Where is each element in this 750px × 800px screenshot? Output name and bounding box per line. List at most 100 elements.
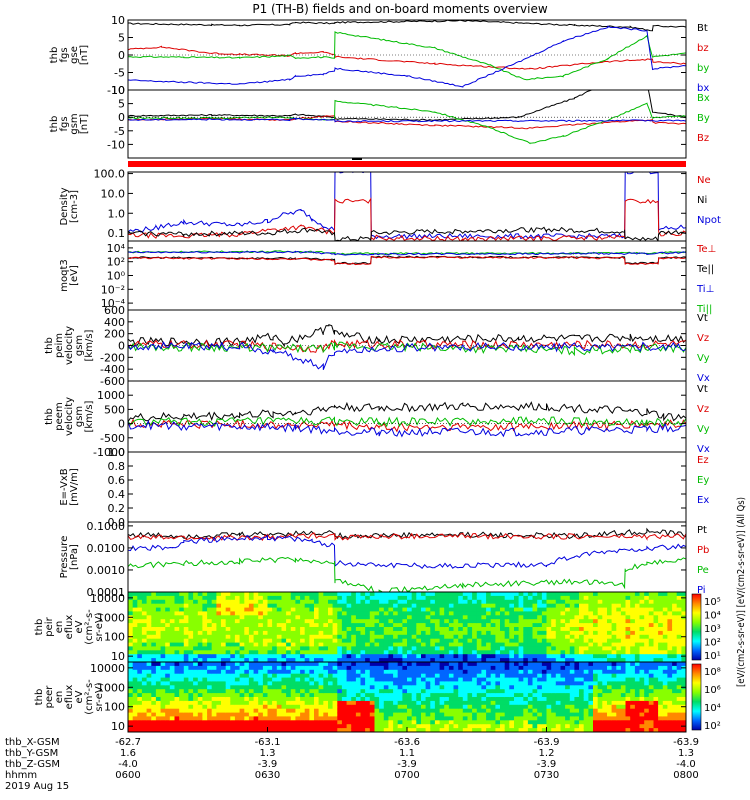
spectrogram-cell bbox=[300, 665, 306, 671]
spectrogram-cell bbox=[569, 638, 576, 644]
spectrogram-cell bbox=[537, 669, 543, 675]
spectrogram-cell bbox=[309, 646, 315, 651]
spectrogram-cell bbox=[421, 700, 427, 706]
spectrogram-cell bbox=[448, 716, 455, 721]
spectrogram-cell bbox=[374, 627, 380, 632]
spectrogram-cell bbox=[128, 673, 134, 679]
spectrogram-cell bbox=[607, 665, 613, 671]
spectrogram-cell bbox=[179, 595, 185, 601]
spectrogram-cell bbox=[509, 673, 515, 679]
spectrogram-cell bbox=[230, 634, 236, 640]
spectrogram-cell bbox=[625, 704, 631, 710]
spectrogram-cell bbox=[416, 603, 422, 609]
spectrogram-cell bbox=[565, 685, 571, 690]
spectrogram-cell bbox=[341, 704, 348, 710]
x-row-value: -4.0 bbox=[676, 759, 696, 770]
spectrogram-cell bbox=[160, 611, 166, 616]
spectrogram-cell bbox=[318, 665, 324, 671]
spectrogram-cell bbox=[193, 638, 199, 644]
spectrogram-cell bbox=[639, 677, 645, 683]
spectrogram-cell bbox=[169, 599, 176, 605]
spectrogram-cell bbox=[393, 704, 399, 710]
spectrogram-cell bbox=[221, 646, 227, 651]
spectrogram-cell bbox=[620, 704, 627, 710]
colorbar-tick-label: 10³ bbox=[704, 624, 721, 635]
spectrogram-cell bbox=[286, 708, 292, 714]
spectrogram-cell bbox=[346, 697, 352, 702]
spectrogram-cell bbox=[151, 634, 157, 640]
spectrogram-cell bbox=[569, 708, 576, 714]
spectrogram-cell bbox=[290, 704, 297, 710]
spectrogram-cell bbox=[500, 630, 506, 636]
spectrogram-cell bbox=[476, 685, 483, 690]
spectrogram-cell bbox=[458, 611, 464, 616]
spectrogram-cell bbox=[597, 634, 603, 640]
spectrogram-cell bbox=[341, 716, 348, 721]
spectrogram-cell bbox=[434, 611, 441, 616]
spectrogram-cell bbox=[630, 630, 636, 636]
spectrogram-cell bbox=[472, 611, 478, 616]
spectrogram-cell bbox=[276, 693, 283, 698]
spectrogram-cell bbox=[393, 720, 399, 725]
spectrogram-cell bbox=[634, 700, 641, 706]
spectrogram-cell bbox=[467, 673, 473, 679]
spectrogram-cell bbox=[569, 646, 576, 651]
spectrogram-cell bbox=[616, 685, 622, 690]
spectrogram-cell bbox=[128, 623, 134, 628]
spectrogram-cell bbox=[560, 662, 566, 667]
spectrogram-cell bbox=[602, 623, 608, 628]
spectrogram-cell bbox=[276, 599, 283, 605]
spectrogram-cell bbox=[146, 627, 152, 632]
spectrogram-cell bbox=[239, 720, 245, 725]
spectrogram-cell bbox=[267, 603, 273, 609]
spectrogram-cell bbox=[146, 673, 152, 679]
spectrogram-cell bbox=[374, 658, 380, 662]
x-row-value: -63.9 bbox=[673, 737, 699, 748]
spectrogram-cell bbox=[300, 697, 306, 702]
spectrogram-cell bbox=[346, 627, 352, 632]
spectrogram-cell bbox=[644, 689, 650, 694]
spectrogram-cell bbox=[281, 592, 287, 597]
spectrogram-cell bbox=[267, 681, 273, 686]
spectrogram-cell bbox=[360, 619, 366, 624]
spectrogram-cell bbox=[523, 720, 529, 725]
spectrogram-cell bbox=[504, 665, 510, 671]
spectrogram-cell bbox=[662, 662, 669, 667]
spectrogram-cell bbox=[300, 700, 306, 706]
spectrogram-cell bbox=[509, 662, 515, 667]
spectrogram-cell bbox=[290, 611, 297, 616]
spectrogram-cell bbox=[597, 685, 603, 690]
spectrogram-cell bbox=[351, 627, 357, 632]
spectrogram-cell bbox=[658, 650, 664, 655]
spectrogram-cell bbox=[323, 720, 329, 725]
spectrogram-cell bbox=[514, 720, 520, 725]
spectrogram-cell bbox=[639, 720, 645, 725]
spectrogram-cell bbox=[193, 634, 199, 640]
spectrogram-cell bbox=[197, 704, 204, 710]
spectrogram-cell bbox=[234, 650, 241, 655]
y-axis-label: moqt3 bbox=[59, 259, 70, 292]
spectrogram-cell bbox=[434, 693, 441, 698]
spectrogram-cell bbox=[388, 607, 394, 613]
spectrogram-cell bbox=[128, 627, 134, 632]
spectrogram-cell bbox=[518, 700, 524, 706]
spectrogram-cell bbox=[174, 728, 180, 732]
spectrogram-cell bbox=[681, 623, 686, 628]
spectrogram-cell bbox=[202, 642, 208, 648]
spectrogram-cell bbox=[179, 599, 185, 605]
spectrogram-cell bbox=[667, 623, 673, 628]
spectrogram-cell bbox=[569, 662, 576, 667]
spectrogram-cell bbox=[230, 607, 236, 613]
spectrogram-cell bbox=[239, 716, 245, 721]
spectrogram-cell bbox=[267, 669, 273, 675]
spectrogram-cell bbox=[634, 595, 641, 601]
spectrogram-cell bbox=[365, 607, 371, 613]
spectrogram-cell bbox=[211, 630, 217, 636]
spectrogram-cell bbox=[611, 650, 617, 655]
spectrogram-cell bbox=[411, 619, 417, 624]
spectrogram-cell bbox=[579, 615, 585, 620]
spectrogram-cell bbox=[672, 708, 678, 714]
spectrogram-cell bbox=[290, 708, 297, 714]
spectrogram-cell bbox=[486, 665, 492, 671]
spectrogram-cell bbox=[444, 615, 450, 620]
